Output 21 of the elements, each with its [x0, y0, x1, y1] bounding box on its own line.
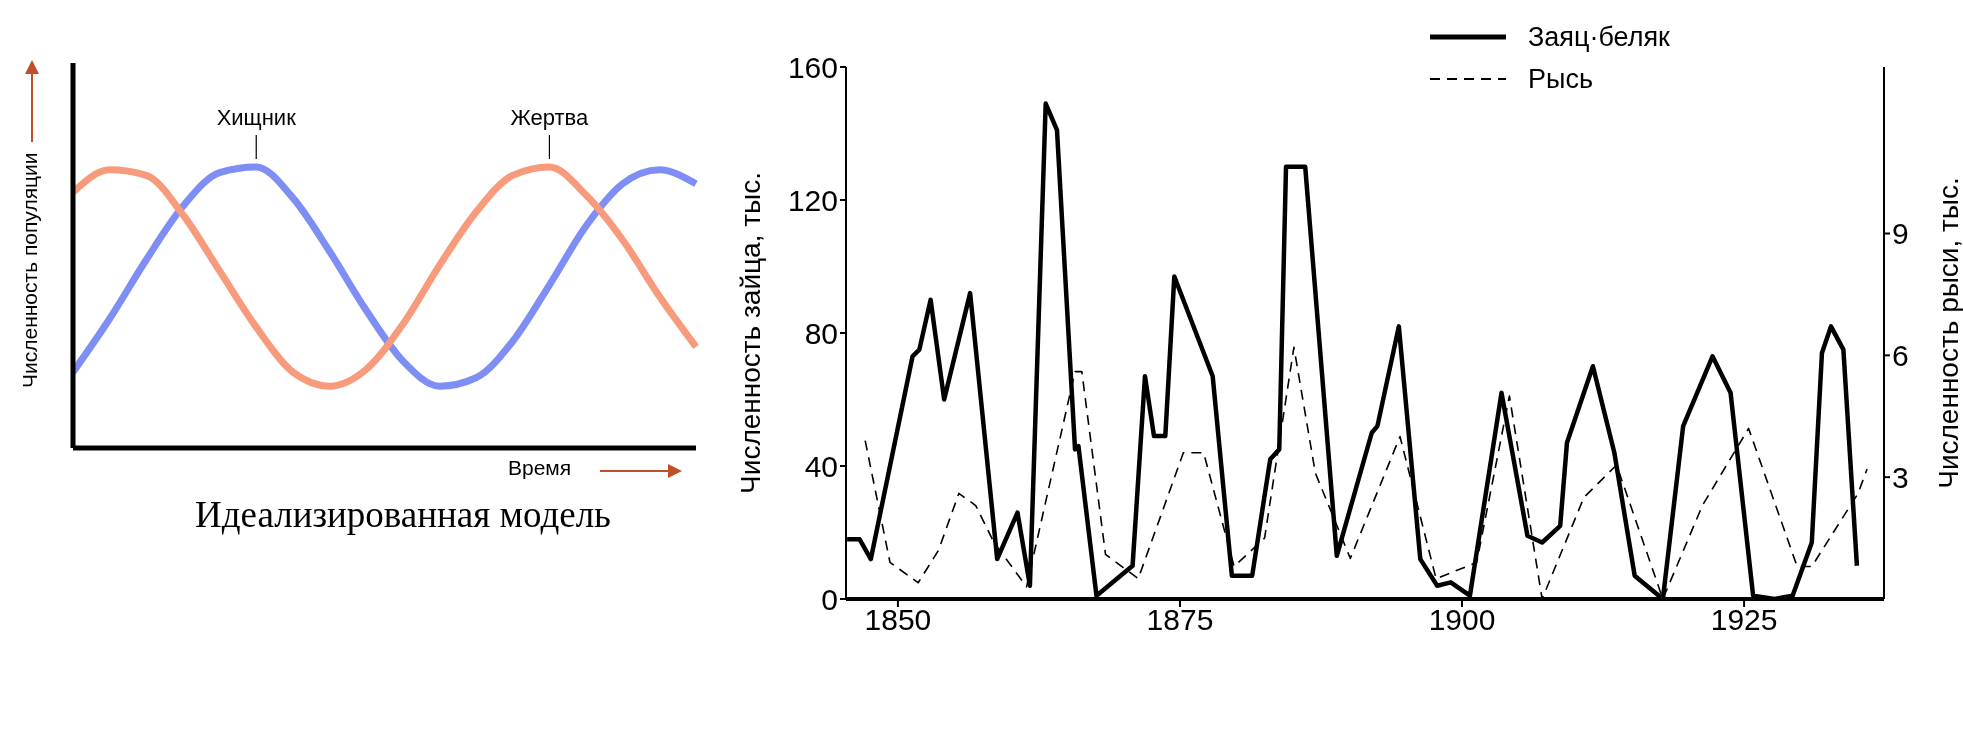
y-tick-label: 0	[821, 582, 838, 616]
x-tick-label: 1850	[864, 603, 932, 637]
y-tick-label: 40	[804, 449, 838, 483]
x-tick-label: 1900	[1428, 603, 1496, 637]
y-axis-title: Численность популяции	[18, 151, 42, 388]
y-tick-label: 120	[787, 183, 838, 217]
legend-label: Рысь	[1528, 63, 1593, 95]
x-tick-label: 1925	[1710, 603, 1778, 637]
legend-label: Заяц·беляк	[1528, 21, 1670, 53]
x-axis-title: Время	[508, 456, 572, 480]
y2-tick-label: 3	[1892, 460, 1909, 494]
y2-axis-title: Численность рыси, тыс.	[1932, 177, 1963, 489]
y-axis-title: Численность зайца, тыс.	[734, 172, 766, 494]
y2-tick-label: 9	[1892, 217, 1909, 251]
x-tick-label: 1875	[1146, 603, 1214, 637]
y-tick-label: 160	[787, 50, 838, 84]
series-label: Хищник	[216, 104, 297, 130]
series-label: Жертва	[510, 104, 590, 130]
y-tick-label: 80	[804, 316, 838, 350]
text: Идеализированная модель	[194, 493, 612, 536]
y2-tick-label: 6	[1892, 338, 1909, 372]
